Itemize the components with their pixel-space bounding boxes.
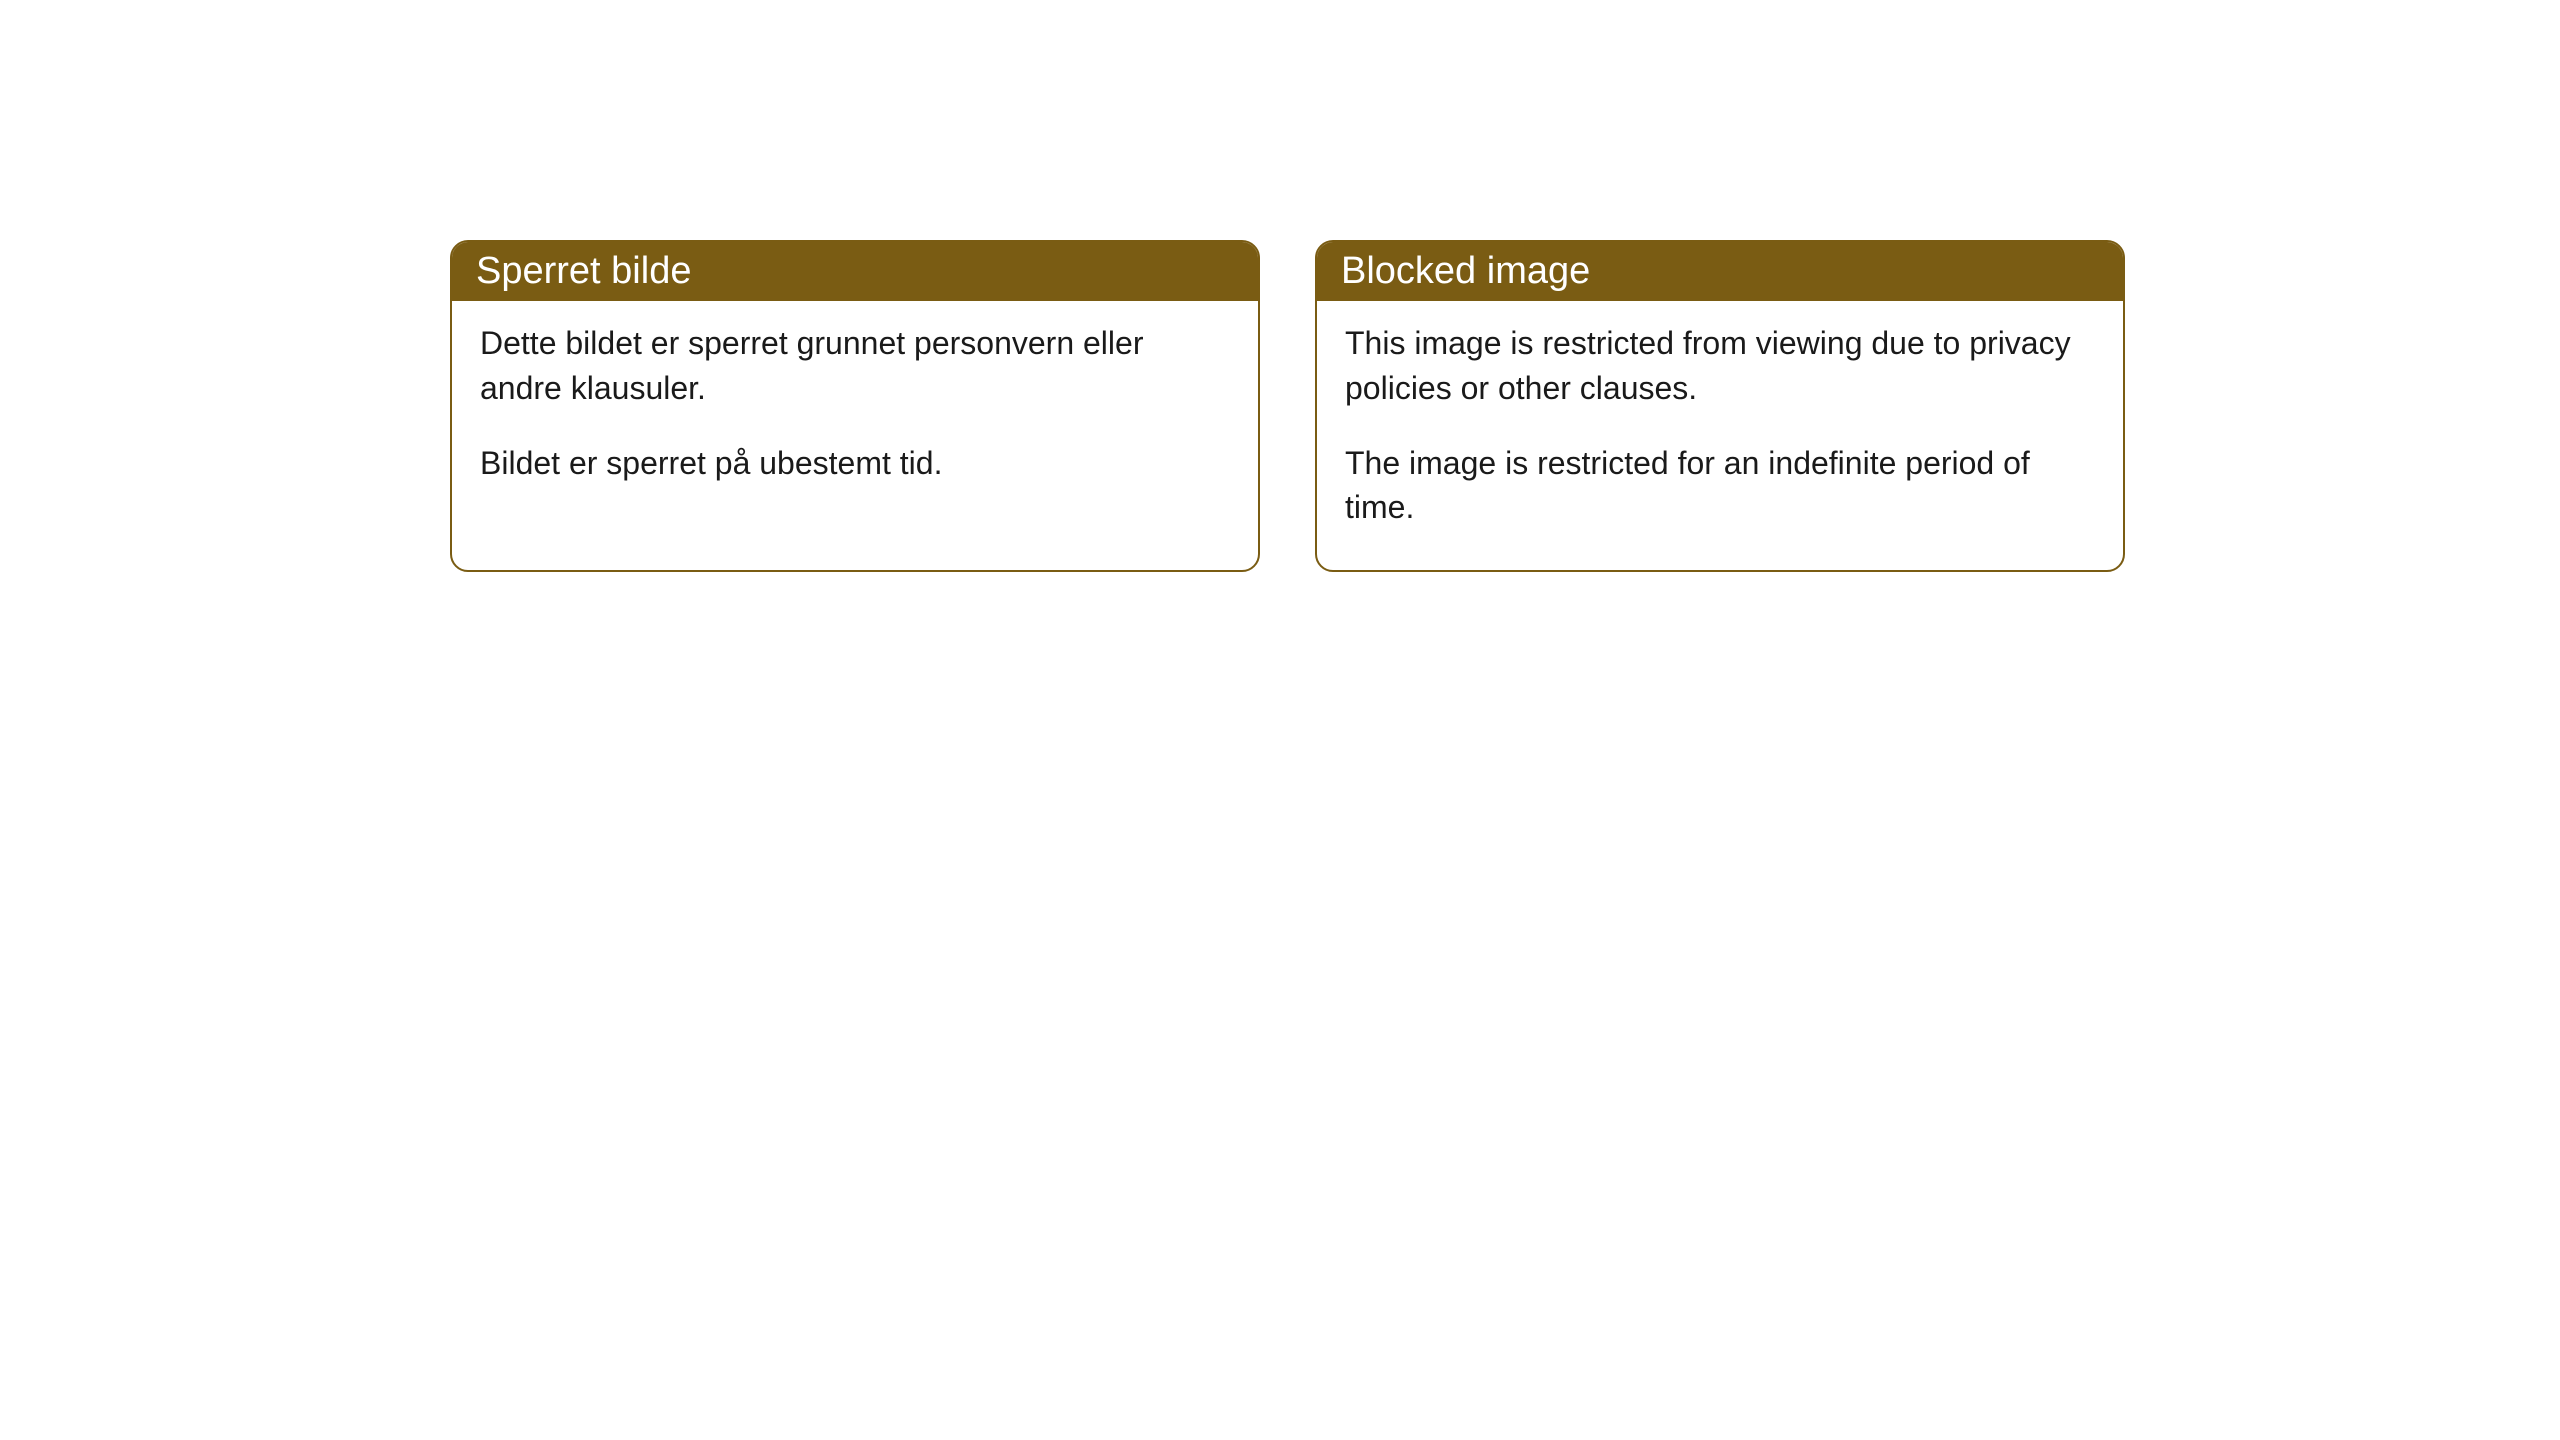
card-header: Blocked image: [1317, 242, 2123, 301]
notice-card-english: Blocked image This image is restricted f…: [1315, 240, 2125, 572]
notice-card-norwegian: Sperret bilde Dette bildet er sperret gr…: [450, 240, 1260, 572]
card-header: Sperret bilde: [452, 242, 1258, 301]
card-paragraph: Bildet er sperret på ubestemt tid.: [480, 441, 1230, 486]
card-body: Dette bildet er sperret grunnet personve…: [452, 301, 1258, 525]
card-paragraph: This image is restricted from viewing du…: [1345, 321, 2095, 411]
card-title: Blocked image: [1341, 250, 1590, 292]
card-paragraph: The image is restricted for an indefinit…: [1345, 441, 2095, 531]
card-paragraph: Dette bildet er sperret grunnet personve…: [480, 321, 1230, 411]
notice-container: Sperret bilde Dette bildet er sperret gr…: [450, 240, 2125, 572]
card-body: This image is restricted from viewing du…: [1317, 301, 2123, 570]
card-title: Sperret bilde: [476, 250, 691, 292]
